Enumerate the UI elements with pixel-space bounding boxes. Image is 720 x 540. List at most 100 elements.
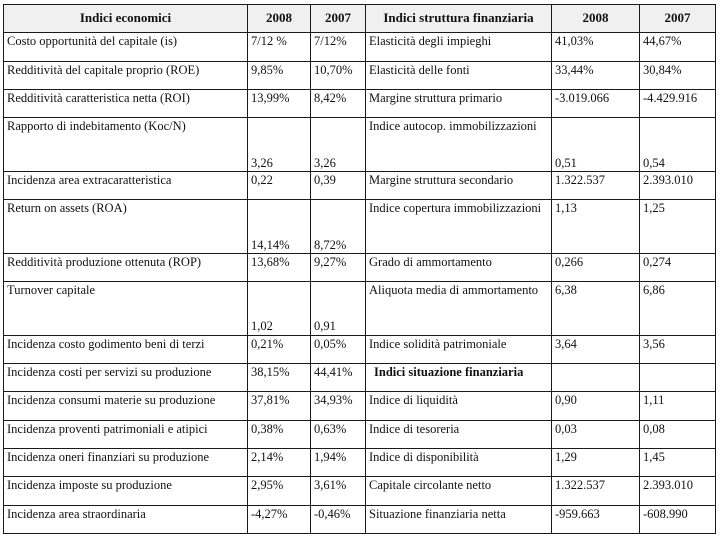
economic-value-2008: 0,21%	[247, 334, 311, 364]
economic-index-label: Return on assets (ROA)	[3, 199, 248, 254]
table-row: Incidenza consumi materie su produzione …	[3, 391, 716, 421]
economic-value-2007: 3,26	[310, 117, 366, 172]
structure-value-2007: 0,274	[639, 252, 716, 283]
economic-index-label: Incidenza consumi materie su produzione	[3, 391, 248, 421]
economic-value-2008: 13,68%	[247, 252, 311, 283]
structure-value-2008: 0,266	[551, 252, 640, 283]
table-row: Incidenza area straordinaria -4,27% -0,4…	[3, 504, 716, 535]
structure-value-2007: 2.393.010	[639, 170, 716, 201]
economic-value-2008: 13,99%	[247, 88, 311, 119]
structure-index-label: Grado di ammortamento	[365, 252, 552, 283]
structure-value-2007: 2.393.010	[639, 476, 716, 506]
structure-index-label: Elasticità delle fonti	[365, 60, 552, 90]
economic-index-label: Rapporto di indebitamento (Koc/N)	[3, 117, 248, 172]
header-financial-structure-indices: Indici struttura finanziaria	[365, 3, 552, 34]
structure-index-label: Margine struttura primario	[365, 88, 552, 119]
economic-index-label: Incidenza area straordinaria	[3, 504, 248, 535]
structure-index-label: Indice copertura immobilizzazioni	[365, 199, 552, 254]
economic-index-label: Costo opportunità del capitale (is)	[3, 32, 248, 62]
economic-value-2008: 2,95%	[247, 476, 311, 506]
economic-index-label: Incidenza oneri finanziari su produzione	[3, 447, 248, 478]
economic-value-2008: 9,85%	[247, 60, 311, 90]
header-economic-indices: Indici economici	[3, 3, 248, 34]
structure-index-label: Indice autocop. immobilizzazioni	[365, 117, 552, 172]
table-row: Incidenza oneri finanziari su produzione…	[3, 447, 716, 478]
structure-index-label: Indice di liquidità	[365, 391, 552, 421]
economic-value-2007: 44,41%	[310, 362, 366, 393]
structure-value-2008: 1.322.537	[551, 476, 640, 506]
structure-value-2007: 3,56	[639, 334, 716, 364]
structure-index-label: Situazione finanziaria netta	[365, 504, 552, 535]
structure-value-2007: -608.990	[639, 504, 716, 535]
economic-index-label: Incidenza costo godimento beni di terzi	[3, 334, 248, 364]
header-year-2008-left: 2008	[247, 3, 311, 34]
structure-value-2008: 1,13	[551, 199, 640, 254]
economic-index-label: Incidenza imposte su produzione	[3, 476, 248, 506]
table-row: Incidenza proventi patrimoniali e atipic…	[3, 419, 716, 449]
structure-value-2008: -3.019.066	[551, 88, 640, 119]
structure-value-2008: -959.663	[551, 504, 640, 535]
structure-value-2008: 0,90	[551, 391, 640, 421]
economic-value-2007: 9,27%	[310, 252, 366, 283]
structure-value-2007: 1,11	[639, 391, 716, 421]
economic-value-2007: 0,63%	[310, 419, 366, 449]
economic-index-label: Incidenza proventi patrimoniali e atipic…	[3, 419, 248, 449]
structure-index-label: Elasticità degli impieghi	[365, 32, 552, 62]
economic-value-2008: 0,22	[247, 170, 311, 201]
table-row: Incidenza costi per servizi su produzion…	[3, 362, 716, 393]
economic-value-2007: 0,91	[310, 281, 366, 336]
economic-value-2007: 0,05%	[310, 334, 366, 364]
structure-value-2008: 1.322.537	[551, 170, 640, 201]
table-row: Rapporto di indebitamento (Koc/N) 3,26 3…	[3, 117, 716, 172]
header-year-2007-right: 2007	[639, 3, 716, 34]
economic-value-2008: -4,27%	[247, 504, 311, 535]
financial-indices-table: Indici economici 2008 2007 Indici strutt…	[3, 3, 716, 535]
economic-index-label: Redditività caratteristica netta (ROI)	[3, 88, 248, 119]
economic-value-2008: 2,14%	[247, 447, 311, 478]
table-row: Incidenza costo godimento beni di terzi …	[3, 334, 716, 364]
economic-index-label: Incidenza costi per servizi su produzion…	[3, 362, 248, 393]
economic-value-2007: 10,70%	[310, 60, 366, 90]
economic-value-2008: 37,81%	[247, 391, 311, 421]
economic-value-2007: 8,72%	[310, 199, 366, 254]
economic-index-label: Turnover capitale	[3, 281, 248, 336]
table-row: Incidenza imposte su produzione 2,95% 3,…	[3, 476, 716, 506]
structure-index-label: Aliquota media di ammortamento	[365, 281, 552, 336]
header-year-2007-left: 2007	[310, 3, 366, 34]
table-row: Costo opportunità del capitale (is) 7/12…	[3, 32, 716, 62]
structure-value-2007: 30,84%	[639, 60, 716, 90]
structure-value-2008: 0,51	[551, 117, 640, 172]
structure-index-label: Margine struttura secondario	[365, 170, 552, 201]
economic-value-2007: 1,94%	[310, 447, 366, 478]
structure-value-2008: 41,03%	[551, 32, 640, 62]
economic-value-2008: 7/12 %	[247, 32, 311, 62]
structure-index-label: Indice solidità patrimoniale	[365, 334, 552, 364]
table-row: Redditività caratteristica netta (ROI) 1…	[3, 88, 716, 119]
economic-value-2008: 1,02	[247, 281, 311, 336]
table-row: Redditività produzione ottenuta (ROP) 13…	[3, 252, 716, 283]
structure-index-label: Indice di tesoreria	[365, 419, 552, 449]
structure-value-2007: 0,08	[639, 419, 716, 449]
structure-value-2008	[551, 362, 640, 393]
table-row: Incidenza area extracaratteristica 0,22 …	[3, 170, 716, 201]
structure-value-2008: 6,38	[551, 281, 640, 336]
economic-value-2007: 8,42%	[310, 88, 366, 119]
table-row: Redditività del capitale proprio (ROE) 9…	[3, 60, 716, 90]
economic-value-2007: 34,93%	[310, 391, 366, 421]
economic-value-2007: 3,61%	[310, 476, 366, 506]
structure-value-2008: 3,64	[551, 334, 640, 364]
structure-value-2008: 33,44%	[551, 60, 640, 90]
economic-value-2007: 7/12%	[310, 32, 366, 62]
economic-value-2008: 3,26	[247, 117, 311, 172]
economic-value-2008: 0,38%	[247, 419, 311, 449]
table-row: Turnover capitale 1,02 0,91 Aliquota med…	[3, 281, 716, 336]
structure-value-2007: 0,54	[639, 117, 716, 172]
economic-value-2008: 14,14%	[247, 199, 311, 254]
table-row: Return on assets (ROA) 14,14% 8,72% Indi…	[3, 199, 716, 254]
economic-value-2007: 0,39	[310, 170, 366, 201]
header-row: Indici economici 2008 2007 Indici strutt…	[3, 3, 716, 34]
section-heading-financial-situation: Indici situazione finanziaria	[365, 362, 552, 393]
economic-value-2008: 38,15%	[247, 362, 311, 393]
structure-value-2007: -4.429.916	[639, 88, 716, 119]
economic-index-label: Redditività del capitale proprio (ROE)	[3, 60, 248, 90]
